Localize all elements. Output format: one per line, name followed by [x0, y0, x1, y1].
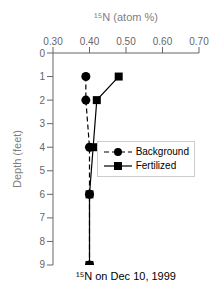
- svg-text:6: 6: [39, 189, 45, 200]
- svg-text:8: 8: [39, 236, 45, 247]
- html-text:Background: Background: [135, 146, 189, 157]
- html-text:¹⁵N on Dec 10, 1999: ¹⁵N on Dec 10, 1999: [76, 270, 176, 282]
- svg-text:0.70: 0.70: [189, 36, 209, 47]
- svg-text:Depth (feet): Depth (feet): [11, 130, 23, 188]
- svg-text:0.30: 0.30: [43, 36, 63, 47]
- svg-text:7: 7: [39, 212, 45, 223]
- svg-text:4: 4: [39, 142, 45, 153]
- svg-text:9: 9: [39, 259, 45, 270]
- svg-text:0: 0: [39, 48, 45, 59]
- svg-text:0.50: 0.50: [116, 36, 136, 47]
- svg-text:3: 3: [39, 118, 45, 129]
- svg-text:0.40: 0.40: [80, 36, 100, 47]
- svg-text:5: 5: [39, 165, 45, 176]
- svg-text:¹⁵N (atom %): ¹⁵N (atom %): [94, 11, 158, 23]
- svg-text:1: 1: [39, 71, 45, 82]
- svg-text:0.60: 0.60: [153, 36, 173, 47]
- svg-text:2: 2: [39, 95, 45, 106]
- html-text:Fertilized: Fertilized: [135, 160, 177, 171]
